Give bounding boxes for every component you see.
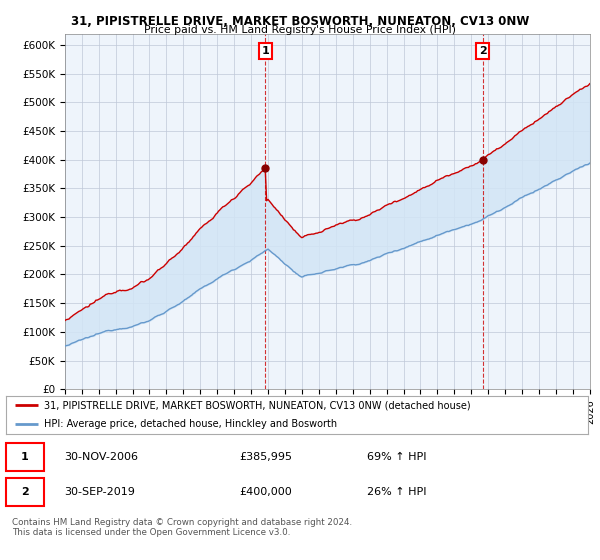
Text: 2: 2: [479, 46, 487, 56]
FancyBboxPatch shape: [6, 478, 44, 506]
Text: 2: 2: [21, 487, 29, 497]
Text: Contains HM Land Registry data © Crown copyright and database right 2024.
This d: Contains HM Land Registry data © Crown c…: [12, 518, 352, 538]
Text: Price paid vs. HM Land Registry's House Price Index (HPI): Price paid vs. HM Land Registry's House …: [144, 25, 456, 35]
Text: 31, PIPISTRELLE DRIVE, MARKET BOSWORTH, NUNEATON, CV13 0NW: 31, PIPISTRELLE DRIVE, MARKET BOSWORTH, …: [71, 15, 529, 27]
Text: HPI: Average price, detached house, Hinckley and Bosworth: HPI: Average price, detached house, Hinc…: [44, 419, 337, 430]
Text: 26% ↑ HPI: 26% ↑ HPI: [367, 487, 427, 497]
Text: 30-NOV-2006: 30-NOV-2006: [64, 452, 138, 462]
Text: 31, PIPISTRELLE DRIVE, MARKET BOSWORTH, NUNEATON, CV13 0NW (detached house): 31, PIPISTRELLE DRIVE, MARKET BOSWORTH, …: [44, 400, 470, 410]
Text: 69% ↑ HPI: 69% ↑ HPI: [367, 452, 427, 462]
Text: 30-SEP-2019: 30-SEP-2019: [64, 487, 135, 497]
Text: 1: 1: [262, 46, 269, 56]
FancyBboxPatch shape: [6, 443, 44, 471]
Text: 1: 1: [21, 452, 29, 462]
Text: £400,000: £400,000: [239, 487, 292, 497]
Text: £385,995: £385,995: [239, 452, 292, 462]
